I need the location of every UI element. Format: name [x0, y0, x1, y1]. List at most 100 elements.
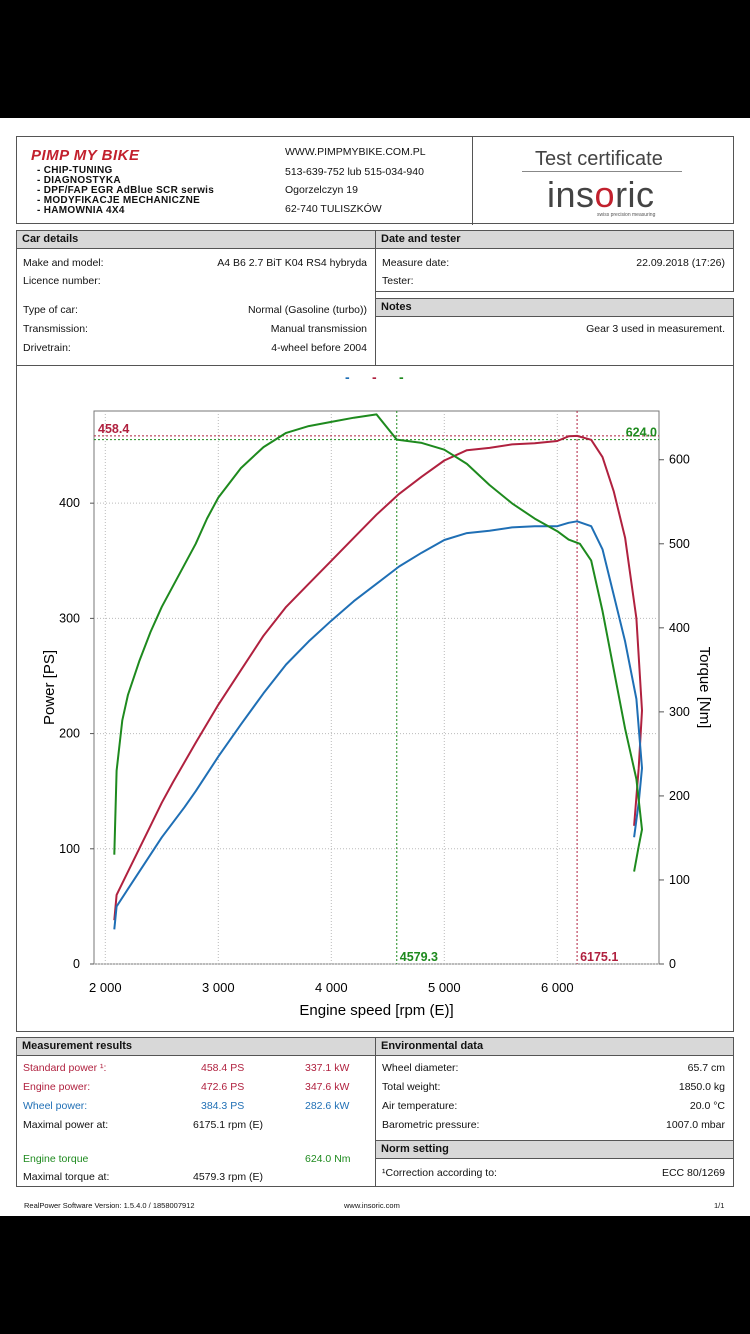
certificate-sheet: PIMP MY BIKE - CHIP-TUNING - DIAGNOSTYKA… — [16, 136, 734, 1210]
env-value: 65.7 cm — [687, 1062, 725, 1074]
environment-title: Environmental data — [376, 1038, 733, 1056]
standard-power-ps: 458.4 PS — [201, 1062, 245, 1074]
street: Ogorzelczyn 19 — [285, 184, 358, 196]
y2-tick-label: 400 — [669, 621, 690, 635]
service-item: - DIAGNOSTYKA — [37, 175, 121, 186]
transmission-value: Manual transmission — [270, 323, 367, 335]
y-tick-label: 100 — [59, 842, 80, 856]
certificate-page: PIMP MY BIKE - CHIP-TUNING - DIAGNOSTYKA… — [0, 118, 750, 1216]
service-item: - HAMOWNIA 4X4 — [37, 205, 125, 216]
engine-power-label: Engine power: — [23, 1081, 91, 1093]
car-details-box: Car details Make and model: A4 B6 2.7 Bi… — [16, 230, 376, 366]
measurement-box: Measurement results Standard power ¹: 45… — [16, 1037, 376, 1187]
env-label: Barometric pressure: — [382, 1119, 480, 1131]
service-item: - DPF/FAP EGR AdBlue SCR serwis — [37, 185, 215, 196]
standard-power-label: Standard power ¹: — [23, 1062, 107, 1074]
wheel-power-ps: 384.3 PS — [201, 1100, 245, 1112]
header-divider — [472, 137, 473, 225]
tester-label: Tester: — [382, 275, 414, 287]
series-line-engine-power — [113, 434, 643, 921]
norm-value: ECC 80/1269 — [661, 1167, 725, 1179]
y2-tick-label: 0 — [669, 957, 676, 971]
y2-axis-label: Torque [Nm] — [696, 647, 713, 729]
norm-box: Norm setting ¹Correction according to: E… — [375, 1140, 734, 1187]
max-power-label: 458.4 — [98, 422, 129, 436]
max-power-at-label: Maximal power at: — [23, 1119, 109, 1131]
legend-mark: - — [372, 369, 377, 385]
max-torque-at-value: 4579.3 rpm (E) — [193, 1171, 264, 1183]
date-value: 22.09.2018 (17:26) — [636, 257, 725, 269]
insoric-logo: insoric — [547, 174, 655, 216]
licence-label: Licence number: — [23, 275, 101, 287]
torque-rpm-label: 4579.3 — [400, 950, 438, 964]
max-power-at-value: 6175.1 rpm (E) — [193, 1119, 264, 1131]
x-tick-label: 4 000 — [315, 980, 348, 995]
env-label: Total weight: — [382, 1081, 441, 1093]
legend-mark: - — [345, 369, 350, 385]
y2-tick-label: 200 — [669, 789, 690, 803]
date-tester-box: Date and tester Measure date: 22.09.2018… — [375, 230, 734, 292]
date-tester-title: Date and tester — [376, 231, 733, 249]
engine-torque-label: Engine torque — [23, 1153, 89, 1165]
page-number: 1/1 — [714, 1201, 725, 1210]
wheel-power-kw: 282.6 kW — [305, 1100, 350, 1112]
car-details-title: Car details — [17, 231, 375, 249]
plot-frame — [93, 410, 660, 965]
drivetrain-label: Drivetrain: — [23, 342, 71, 354]
env-value: 1850.0 kg — [678, 1081, 725, 1093]
series-line-torque — [113, 413, 643, 872]
y2-tick-label: 100 — [669, 873, 690, 887]
notes-box: Notes Gear 3 used in measurement. — [375, 298, 734, 366]
x-axis-label: Engine speed [rpm (E)] — [299, 1002, 453, 1019]
y-tick-label: 400 — [59, 496, 80, 510]
env-value: 20.0 °C — [689, 1100, 725, 1112]
type-label: Type of car: — [23, 304, 78, 316]
transmission-label: Transmission: — [23, 323, 88, 335]
y2-tick-label: 500 — [669, 537, 690, 551]
chart-box: 2 000 3 000 4 000 5 000 6 000 0 100 200 300 400 0 1… — [16, 365, 734, 1032]
service-item: - CHIP-TUNING — [37, 165, 113, 176]
series-line-wheel-power — [113, 520, 643, 930]
city: 62-740 TULISZKÓW — [285, 203, 382, 215]
software-version: RealPower Software Version: 1.5.4.0 / 18… — [24, 1201, 195, 1210]
y2-tick-label: 600 — [669, 453, 690, 467]
y-tick-label: 0 — [73, 957, 80, 971]
x-tick-label: 5 000 — [428, 980, 461, 995]
norm-label: ¹Correction according to: — [382, 1167, 497, 1179]
logo-tagline: swiss precision measuring — [597, 212, 656, 218]
engine-torque-value: 624.0 Nm — [305, 1153, 351, 1165]
dyno-chart: 2 000 3 000 4 000 5 000 6 000 0 100 200 300 400 0 1… — [41, 369, 713, 1019]
standard-power-kw: 337.1 kW — [305, 1062, 350, 1074]
engine-power-kw: 347.6 kW — [305, 1081, 350, 1093]
max-torque-label: 624.0 — [626, 426, 657, 440]
env-value: 1007.0 mbar — [666, 1119, 725, 1131]
brand-name: PIMP MY BIKE — [31, 147, 140, 164]
date-label: Measure date: — [382, 257, 450, 269]
x-tick-label: 2 000 — [89, 980, 122, 995]
type-value: Normal (Gasoline (turbo)) — [247, 304, 367, 316]
env-label: Air temperature: — [382, 1100, 458, 1112]
phone: 513-639-752 lub 515-034-940 — [285, 166, 424, 178]
max-torque-at-label: Maximal torque at: — [23, 1171, 110, 1183]
logo-part: o — [594, 174, 616, 215]
drivetrain-value: 4-wheel before 2004 — [271, 342, 367, 354]
website: WWW.PIMPMYBIKE.COM.PL — [285, 146, 426, 158]
engine-power-ps: 472.6 PS — [201, 1081, 245, 1093]
service-item: - MODYFIKACJE MECHANICZNE — [37, 195, 201, 206]
measurement-title: Measurement results — [17, 1038, 375, 1056]
title-rule — [522, 171, 682, 172]
footer-site: www.insoric.com — [344, 1201, 400, 1210]
header-box: PIMP MY BIKE - CHIP-TUNING - DIAGNOSTYKA… — [16, 136, 734, 225]
make-value: A4 B6 2.7 BiT K04 RS4 hybryda — [217, 257, 367, 269]
y2-tick-label: 300 — [669, 705, 690, 719]
y-tick-label: 300 — [59, 611, 80, 625]
logo-part: ins — [547, 174, 595, 215]
cert-title: Test certificate — [535, 148, 663, 170]
wheel-power-label: Wheel power: — [23, 1100, 88, 1112]
make-label: Make and model: — [23, 257, 104, 269]
notes-title: Notes — [376, 299, 733, 317]
norm-title: Norm setting — [376, 1141, 733, 1159]
notes-text: Gear 3 used in measurement. — [586, 323, 725, 335]
environment-box: Environmental data Wheel diameter: 65.7 … — [375, 1037, 734, 1141]
x-tick-label: 6 000 — [541, 980, 574, 995]
